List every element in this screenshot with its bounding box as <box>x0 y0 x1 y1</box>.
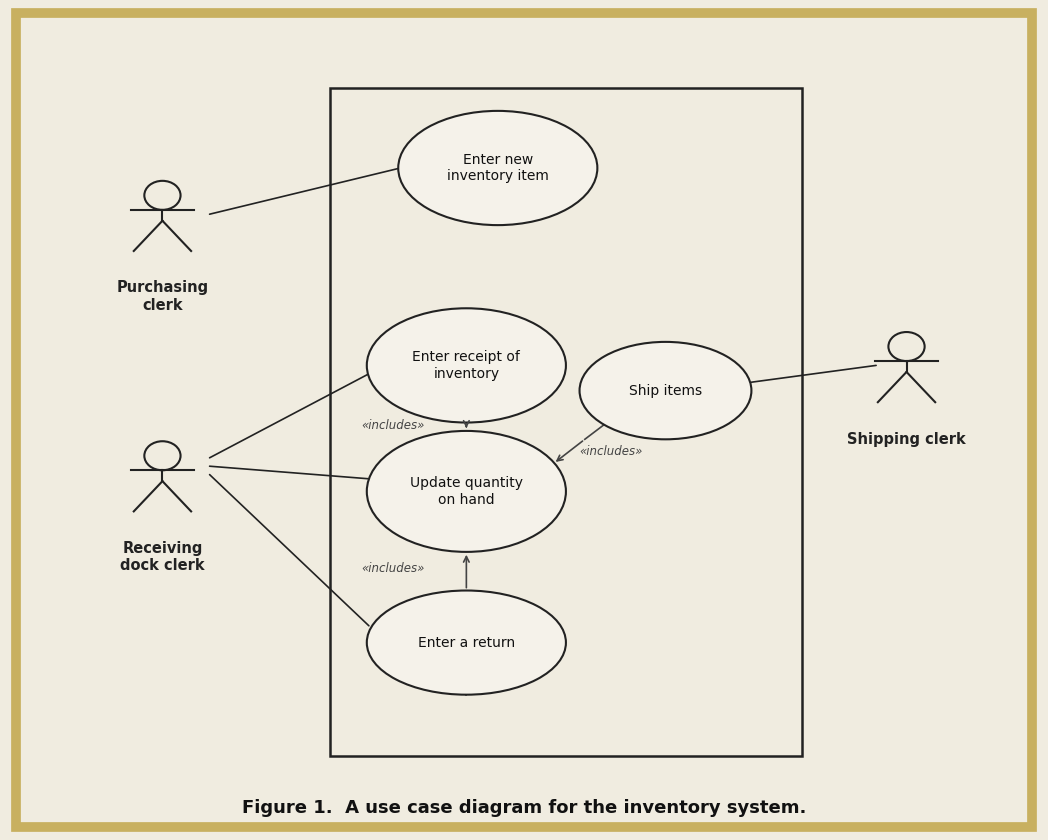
Text: Purchasing
clerk: Purchasing clerk <box>116 281 209 312</box>
Text: Figure 1.  A use case diagram for the inventory system.: Figure 1. A use case diagram for the inv… <box>242 799 806 817</box>
Ellipse shape <box>367 591 566 695</box>
Ellipse shape <box>580 342 751 439</box>
Text: «includes»: «includes» <box>362 418 424 432</box>
Text: Receiving
dock clerk: Receiving dock clerk <box>121 541 204 573</box>
Ellipse shape <box>367 308 566 423</box>
Bar <box>330 88 802 756</box>
Ellipse shape <box>367 431 566 552</box>
Text: Shipping clerk: Shipping clerk <box>847 432 966 447</box>
Text: Enter receipt of
inventory: Enter receipt of inventory <box>413 350 520 381</box>
Text: «includes»: «includes» <box>362 562 424 575</box>
Ellipse shape <box>398 111 597 225</box>
Text: Ship items: Ship items <box>629 384 702 397</box>
Text: Enter a return: Enter a return <box>418 636 515 649</box>
Text: Enter new
inventory item: Enter new inventory item <box>446 153 549 183</box>
Text: «includes»: «includes» <box>580 444 642 458</box>
Text: Update quantity
on hand: Update quantity on hand <box>410 476 523 507</box>
